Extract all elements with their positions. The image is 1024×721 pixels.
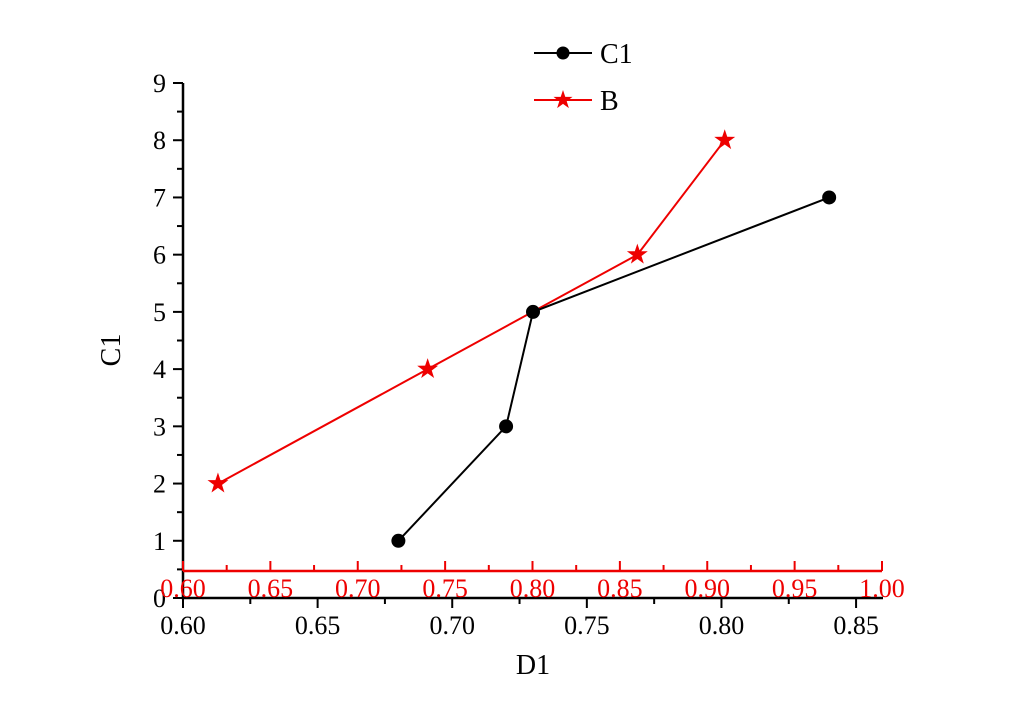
x-red-tick-label: 0.75: [422, 574, 468, 603]
y-tick-label: 5: [153, 298, 166, 327]
x-red-tick-label: 0.70: [335, 574, 381, 603]
x-red-tick-label: 0.95: [772, 574, 818, 603]
x-black-tick-label: 0.65: [295, 611, 341, 640]
legend-star-marker: [553, 90, 573, 109]
legend-circle-marker: [556, 46, 570, 60]
series-line-B: [217, 139, 726, 485]
x-red-tick-label: 0.90: [685, 574, 731, 603]
x-red-tick-label: 0.80: [510, 574, 556, 603]
marker-star: [714, 129, 736, 150]
x-red-tick-label: 0.65: [248, 574, 294, 603]
legend-entry-B: B: [534, 86, 619, 117]
series-line-C1: [397, 196, 830, 542]
y-tick-label: 4: [153, 355, 166, 384]
x-black-tick-label: 0.70: [429, 611, 475, 640]
x-black-tick-label: 0.60: [160, 611, 206, 640]
y-tick-label: 0: [153, 584, 166, 613]
x-red-tick-label: 1.00: [859, 574, 905, 603]
marker-circle: [499, 419, 514, 434]
y-tick-label: 2: [153, 470, 166, 499]
marker-circle: [391, 533, 406, 548]
x-black-tick-label: 0.85: [833, 611, 879, 640]
legend-entry-C1: C1: [534, 39, 633, 70]
y-tick-label: 1: [153, 527, 166, 556]
marker-circle: [526, 304, 540, 319]
x-axis-title: D1: [516, 650, 550, 681]
y-tick-label: 9: [153, 69, 166, 98]
y-axis-title: C1: [96, 334, 127, 367]
legend-label: C1: [600, 39, 633, 70]
y-tick-label: 7: [153, 183, 166, 212]
y-tick-label: 6: [153, 241, 166, 270]
marker-star: [207, 472, 229, 493]
legend-label: B: [600, 86, 619, 117]
marker-circle: [822, 190, 837, 205]
y-tick-label: 3: [153, 412, 166, 441]
marker-star: [626, 243, 648, 264]
x-black-tick-label: 0.75: [564, 611, 610, 640]
x-red-tick-label: 0.85: [597, 574, 643, 603]
y-tick-label: 8: [153, 126, 166, 155]
x-black-tick-label: 0.80: [699, 611, 745, 640]
x-red-tick-label: 0.60: [160, 574, 206, 603]
marker-star: [417, 358, 439, 379]
